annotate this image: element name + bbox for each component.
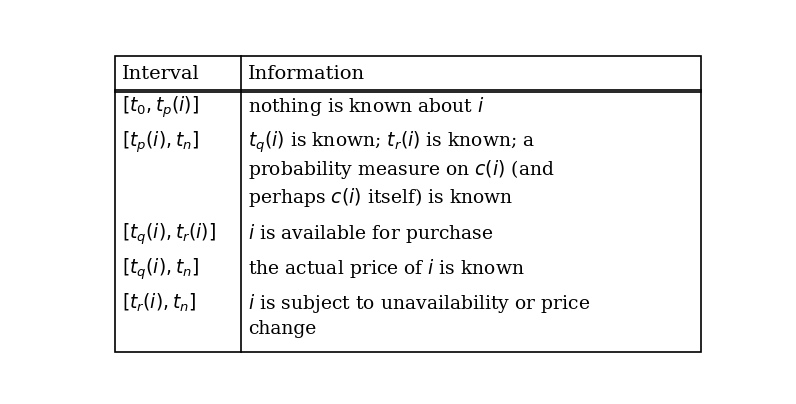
Text: $[t_p(i), t_n]$: $[t_p(i), t_n]$ xyxy=(123,130,199,156)
Text: $[t_q(i), t_n]$: $[t_q(i), t_n]$ xyxy=(123,257,199,282)
Text: $t_q(i)$ is known; $t_r(i)$ is known; a: $t_q(i)$ is known; $t_r(i)$ is known; a xyxy=(248,130,536,156)
Text: Information: Information xyxy=(248,65,365,83)
Text: $[t_0, t_p(i)]$: $[t_0, t_p(i)]$ xyxy=(123,95,199,120)
Text: perhaps $c(i)$ itself) is known: perhaps $c(i)$ itself) is known xyxy=(248,187,513,209)
Text: $[t_r(i), t_n]$: $[t_r(i), t_n]$ xyxy=(123,292,197,314)
Text: $i$ is subject to unavailability or price: $i$ is subject to unavailability or pric… xyxy=(248,292,591,315)
Text: probability measure on $c(i)$ (and: probability measure on $c(i)$ (and xyxy=(248,158,555,181)
Text: nothing is known about $i$: nothing is known about $i$ xyxy=(248,95,485,118)
Text: $[t_q(i), t_r(i)]$: $[t_q(i), t_r(i)]$ xyxy=(123,221,217,247)
Text: $i$ is available for purchase: $i$ is available for purchase xyxy=(248,221,494,244)
Text: change: change xyxy=(248,320,317,338)
Text: Interval: Interval xyxy=(123,65,200,83)
Text: the actual price of $i$ is known: the actual price of $i$ is known xyxy=(248,257,525,280)
